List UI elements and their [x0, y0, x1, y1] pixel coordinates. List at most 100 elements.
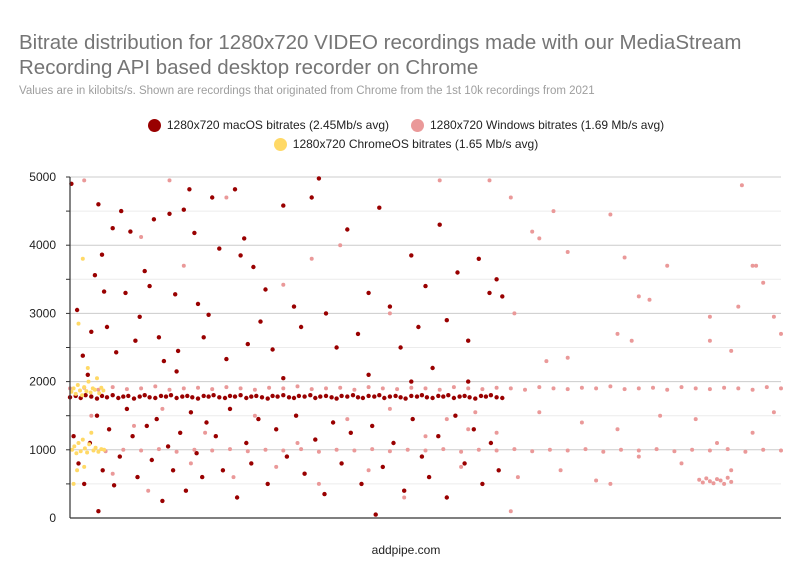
- data-point-macos: [430, 365, 435, 371]
- data-point-chromeos: [71, 481, 76, 486]
- data-point-macos: [94, 413, 100, 418]
- data-point-windows: [615, 331, 620, 336]
- data-point-macos: [348, 430, 353, 435]
- data-point-macos: [144, 423, 149, 429]
- data-point-windows: [583, 447, 588, 452]
- data-point-macos: [92, 273, 98, 278]
- data-point-macos: [473, 396, 478, 401]
- data-point-macos: [238, 253, 243, 258]
- data-point-macos: [302, 394, 307, 399]
- data-point-windows: [736, 386, 741, 391]
- data-point-macos: [80, 353, 86, 358]
- data-point-macos: [436, 393, 441, 399]
- data-point-windows: [771, 410, 776, 415]
- data-point-macos: [251, 264, 256, 270]
- data-point-windows: [707, 338, 712, 343]
- data-point-macos: [232, 394, 238, 399]
- data-point-windows: [366, 468, 371, 473]
- data-point-windows: [334, 447, 339, 452]
- data-point-macos: [366, 372, 371, 377]
- data-point-chromeos: [82, 464, 87, 469]
- data-point-macos: [151, 217, 157, 222]
- data-point-macos: [135, 474, 140, 480]
- data-point-windows: [494, 448, 499, 453]
- data-point-chromeos: [99, 385, 104, 390]
- data-point-macos: [345, 394, 350, 399]
- legend-item-chromeos[interactable]: 1280x720 ChromeOS bitrates (1.65 Mb/s av…: [273, 137, 538, 151]
- data-point-windows: [565, 250, 570, 254]
- data-point-macos: [110, 226, 115, 231]
- data-point-windows: [139, 448, 144, 453]
- data-point-macos: [488, 393, 494, 398]
- data-point-windows: [707, 387, 712, 392]
- data-point-macos: [318, 394, 323, 399]
- data-point-windows: [679, 385, 684, 390]
- data-point-macos: [457, 394, 462, 399]
- data-point-macos: [334, 345, 339, 350]
- data-point-macos: [213, 434, 218, 439]
- legend-item-macos[interactable]: 1280x720 macOS bitrates (2.45Mb/s avg): [147, 118, 389, 132]
- legend-item-windows[interactable]: 1280x720 Windows bitrates (1.69 Mb/s avg…: [411, 118, 664, 132]
- data-point-windows: [156, 447, 161, 452]
- data-point-windows: [722, 481, 727, 486]
- data-point-windows: [707, 448, 712, 453]
- data-point-windows: [295, 384, 300, 389]
- data-point-macos: [142, 393, 147, 398]
- data-point-chromeos: [80, 256, 85, 261]
- data-point-chromeos: [85, 366, 90, 370]
- data-point-macos: [274, 427, 279, 432]
- data-point-windows: [750, 263, 755, 268]
- data-point-chromeos: [84, 389, 89, 394]
- data-point-macos: [462, 461, 467, 466]
- data-point-windows: [210, 387, 215, 392]
- data-point-macos: [308, 393, 313, 398]
- data-point-windows: [228, 447, 232, 452]
- data-point-macos: [200, 474, 205, 480]
- data-point-macos: [174, 369, 179, 374]
- data-point-macos: [291, 395, 297, 401]
- data-point-macos: [142, 268, 147, 274]
- data-point-windows: [203, 430, 208, 435]
- data-point-windows: [565, 387, 570, 392]
- legend-marker-macos: [147, 118, 161, 132]
- data-point-macos: [110, 393, 115, 398]
- data-point-macos: [387, 394, 393, 399]
- data-point-macos: [204, 420, 209, 425]
- y-tick-label: 2000: [29, 375, 56, 389]
- data-point-windows: [263, 447, 268, 452]
- data-point-windows: [466, 386, 471, 391]
- data-point-macos: [259, 395, 265, 400]
- data-point-windows: [608, 481, 613, 486]
- data-point-windows: [167, 387, 172, 392]
- data-point-windows: [665, 387, 670, 392]
- data-point-macos: [222, 395, 228, 401]
- data-point-windows: [196, 385, 200, 390]
- data-point-macos: [258, 319, 263, 324]
- data-point-macos: [444, 495, 449, 500]
- data-point-windows: [579, 385, 584, 390]
- data-point-macos: [313, 395, 318, 401]
- data-point-windows: [651, 385, 655, 390]
- data-point-windows: [729, 479, 734, 484]
- data-point-macos: [270, 347, 275, 352]
- data-point-windows: [423, 434, 428, 439]
- chart-title: Bitrate distribution for 1280x720 VIDEO …: [19, 31, 742, 79]
- data-point-macos: [117, 454, 123, 459]
- data-point-windows: [423, 448, 428, 453]
- data-point-chromeos: [70, 447, 75, 452]
- data-point-macos: [211, 393, 216, 398]
- data-point-macos: [71, 434, 76, 439]
- data-point-chromeos: [73, 391, 78, 396]
- footer-source: addpipe.com: [371, 543, 441, 557]
- data-point-windows: [480, 387, 485, 392]
- data-point-macos: [227, 406, 233, 412]
- data-point-windows: [473, 410, 478, 415]
- data-point-macos: [156, 335, 162, 340]
- data-point-windows: [387, 406, 392, 411]
- data-point-windows: [508, 195, 513, 200]
- data-point-windows: [299, 447, 304, 452]
- data-point-windows: [281, 386, 286, 391]
- data-point-macos: [309, 195, 314, 200]
